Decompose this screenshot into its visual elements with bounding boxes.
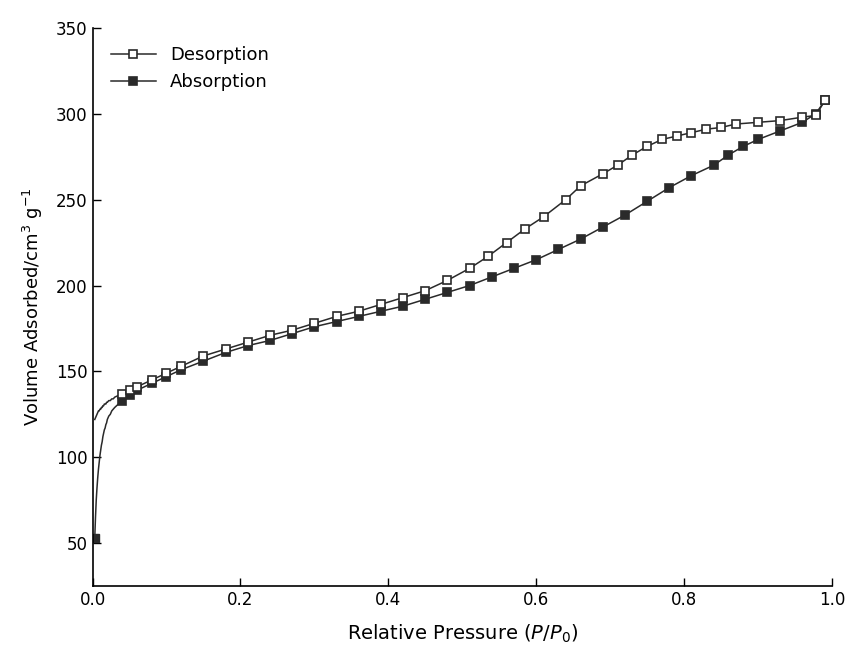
Desorption xyxy=(627,151,637,159)
Desorption xyxy=(642,143,652,151)
Desorption xyxy=(265,331,275,339)
Desorption xyxy=(598,170,608,178)
X-axis label: Relative Pressure ($P/P_0$): Relative Pressure ($P/P_0$) xyxy=(346,623,578,645)
Absorption xyxy=(775,127,785,135)
Desorption xyxy=(146,376,157,384)
Desorption xyxy=(353,307,364,315)
Absorption xyxy=(117,396,127,404)
Desorption xyxy=(501,238,512,246)
Absorption xyxy=(575,235,585,243)
Absorption xyxy=(265,336,275,344)
Absorption xyxy=(443,288,453,296)
Absorption xyxy=(723,151,734,159)
Absorption xyxy=(708,161,719,169)
Desorption xyxy=(656,135,667,143)
Desorption xyxy=(198,352,209,360)
Desorption xyxy=(132,383,142,391)
Desorption xyxy=(176,362,186,370)
Desorption xyxy=(397,294,408,302)
Legend: Desorption, Absorption: Desorption, Absorption xyxy=(101,37,278,100)
Absorption xyxy=(642,197,652,205)
Desorption xyxy=(464,264,475,272)
Desorption xyxy=(520,225,530,233)
Line: Desorption: Desorption xyxy=(118,96,830,398)
Absorption xyxy=(553,246,564,254)
Absorption xyxy=(221,348,231,356)
Absorption xyxy=(531,256,541,264)
Absorption xyxy=(287,330,297,338)
Absorption xyxy=(397,302,408,310)
Absorption xyxy=(509,264,520,272)
Desorption xyxy=(420,286,430,294)
Absorption xyxy=(146,380,157,388)
Absorption xyxy=(309,323,320,331)
Desorption xyxy=(443,276,453,284)
Desorption xyxy=(560,196,571,204)
Desorption xyxy=(117,390,127,398)
Absorption xyxy=(664,184,675,192)
Absorption xyxy=(376,307,386,315)
Absorption xyxy=(332,318,342,326)
Absorption xyxy=(125,392,135,400)
Desorption xyxy=(686,129,696,137)
Absorption xyxy=(753,135,763,143)
Absorption xyxy=(132,386,142,394)
Desorption xyxy=(332,312,342,320)
Desorption xyxy=(775,117,785,125)
Absorption xyxy=(464,282,475,290)
Absorption xyxy=(598,223,608,231)
Desorption xyxy=(701,125,712,133)
Y-axis label: Volume Adsorbed/cm$^3$ g$^{-1}$: Volume Adsorbed/cm$^3$ g$^{-1}$ xyxy=(21,188,45,426)
Absorption xyxy=(198,357,209,365)
Desorption xyxy=(125,386,135,394)
Desorption xyxy=(716,123,727,131)
Desorption xyxy=(539,213,549,221)
Absorption xyxy=(811,110,821,118)
Desorption xyxy=(612,161,623,169)
Absorption xyxy=(353,312,364,320)
Line: Absorption: Absorption xyxy=(118,96,830,405)
Absorption xyxy=(420,295,430,303)
Absorption xyxy=(620,211,630,219)
Desorption xyxy=(820,96,830,104)
Desorption xyxy=(798,113,808,121)
Desorption xyxy=(731,120,741,128)
Absorption xyxy=(487,273,497,281)
Absorption xyxy=(820,96,830,104)
Absorption xyxy=(686,172,696,180)
Absorption xyxy=(161,372,171,380)
Desorption xyxy=(309,319,320,327)
Desorption xyxy=(242,338,253,346)
Desorption xyxy=(671,132,682,140)
Desorption xyxy=(483,252,494,260)
Absorption xyxy=(242,342,253,350)
Desorption xyxy=(753,119,763,127)
Desorption xyxy=(811,111,821,119)
Desorption xyxy=(376,300,386,308)
Absorption xyxy=(176,366,186,374)
Desorption xyxy=(161,369,171,377)
Desorption xyxy=(575,182,585,190)
Desorption xyxy=(221,345,231,353)
Absorption xyxy=(798,119,808,127)
Desorption xyxy=(287,326,297,334)
Absorption xyxy=(738,143,748,151)
